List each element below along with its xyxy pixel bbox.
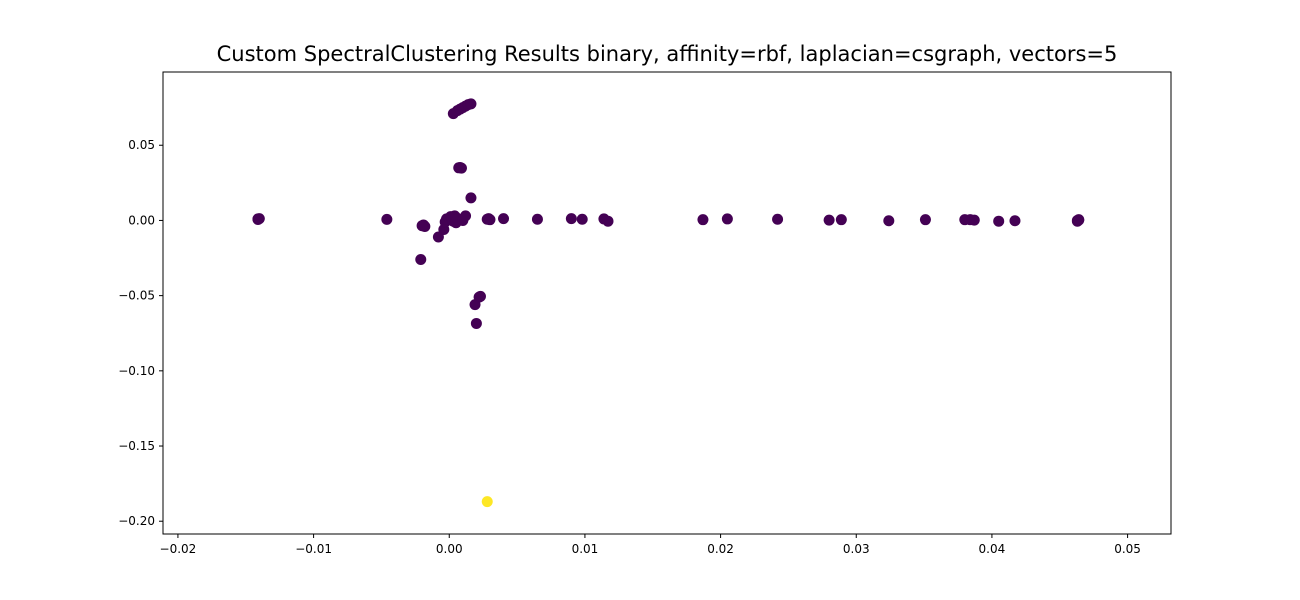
data-point-cluster-0 (1073, 214, 1085, 226)
data-point-cluster-0 (465, 98, 477, 110)
data-point-cluster-0 (253, 213, 265, 225)
y-tick-label: 0.00 (128, 213, 155, 227)
x-tick-label: 0.04 (979, 542, 1006, 556)
chart-title: Custom SpectralClustering Results binary… (216, 42, 1118, 66)
x-tick-label: 0.05 (1114, 542, 1141, 556)
data-point-cluster-0 (470, 317, 482, 329)
x-axis: −0.02 −0.01 0.00 0.01 0.02 0.03 0.04 0.05 (160, 534, 1141, 556)
x-tick-label: −0.02 (160, 542, 197, 556)
x-tick-label: −0.01 (295, 542, 332, 556)
data-point-cluster-0 (416, 220, 428, 232)
x-tick-label: 0.00 (436, 542, 463, 556)
data-point-cluster-1 (481, 496, 493, 508)
data-point-cluster-0 (474, 290, 486, 302)
data-point-cluster-0 (484, 214, 496, 226)
data-point-cluster-0 (772, 213, 784, 225)
data-point-cluster-0 (919, 214, 931, 226)
data-point-cluster-0 (835, 214, 847, 226)
data-point-cluster-0 (415, 254, 427, 266)
data-point-cluster-0 (721, 213, 733, 225)
x-tick-label: 0.03 (843, 542, 870, 556)
x-tick-label: 0.01 (572, 542, 599, 556)
axes-frame (162, 71, 1172, 535)
data-point-cluster-0 (576, 213, 588, 225)
points-layer (252, 98, 1085, 508)
data-point-cluster-0 (823, 214, 835, 226)
data-point-cluster-0 (883, 215, 895, 227)
y-tick-label: −0.20 (118, 514, 155, 528)
data-point-cluster-0 (455, 162, 467, 174)
data-point-cluster-0 (993, 215, 1005, 227)
data-point-cluster-0 (460, 210, 472, 222)
data-point-cluster-0 (602, 215, 614, 227)
y-tick-label: −0.10 (118, 364, 155, 378)
y-tick-label: −0.15 (118, 439, 155, 453)
data-point-cluster-0 (565, 213, 577, 225)
y-tick-label: 0.05 (128, 138, 155, 152)
data-point-cluster-0 (498, 213, 510, 225)
data-point-cluster-0 (968, 214, 980, 226)
data-point-cluster-0 (531, 213, 543, 225)
data-point-cluster-0 (465, 192, 477, 204)
y-axis: 0.05 0.00 −0.05 −0.10 −0.15 −0.20 (118, 138, 163, 528)
x-tick-label: 0.02 (707, 542, 734, 556)
data-point-cluster-0 (1009, 215, 1021, 227)
y-tick-label: −0.05 (118, 289, 155, 303)
data-point-cluster-0 (381, 213, 393, 225)
data-point-cluster-0 (697, 214, 709, 226)
